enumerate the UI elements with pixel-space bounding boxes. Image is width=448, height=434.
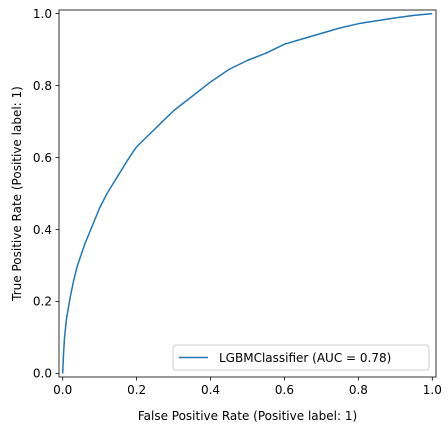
y-tick-label: 1.0	[33, 7, 52, 21]
y-tick-label: 0.8	[33, 79, 52, 93]
x-tick-label: 0.0	[53, 383, 72, 397]
y-axis-label: True Positive Rate (Positive label: 1)	[10, 86, 24, 302]
x-tick-label: 0.2	[127, 383, 146, 397]
legend-box	[172, 344, 430, 371]
x-tick-label: 0.6	[275, 383, 294, 397]
plot-frame	[58, 9, 437, 378]
y-tick-label: 0.2	[33, 295, 52, 309]
legend-label: LGBMClassifier (AUC = 0.78)	[219, 351, 391, 365]
x-tick-label: 0.4	[201, 383, 220, 397]
x-tick-label: 1.0	[423, 383, 442, 397]
x-axis-label: False Positive Rate (Positive label: 1)	[138, 409, 357, 423]
y-tick-label: 0.0	[33, 367, 52, 381]
plot-area	[61, 12, 433, 374]
axis-ticks: 0.0 0.2 0.4 0.6 0.8 1.0 0.0 0.2 0.4 0.6 0.8 1.0	[33, 7, 442, 397]
legend: LGBMClassifier (AUC = 0.78)	[172, 344, 430, 371]
y-tick-label: 0.4	[33, 223, 52, 237]
roc-curve-series-line	[61, 12, 433, 374]
y-tick-label: 0.6	[33, 151, 52, 165]
x-tick-label: 0.8	[349, 383, 368, 397]
